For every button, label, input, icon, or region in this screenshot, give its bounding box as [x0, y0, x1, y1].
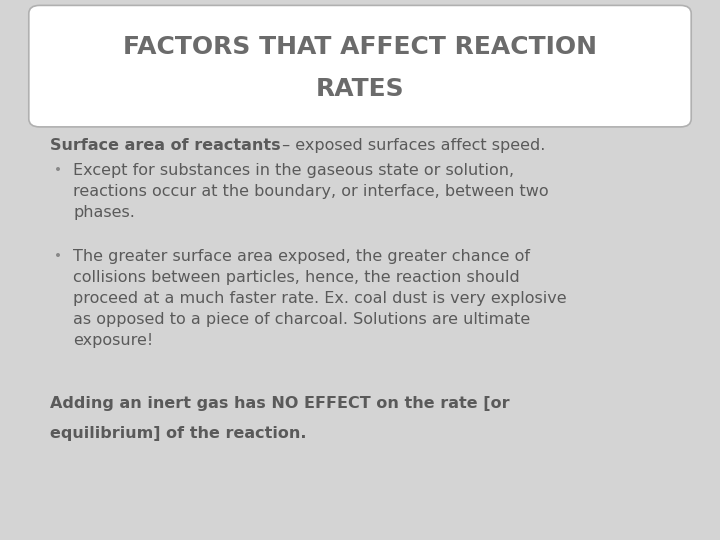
Text: •: • [54, 163, 62, 177]
Text: The greater surface area exposed, the greater chance of
collisions between parti: The greater surface area exposed, the gr… [73, 249, 567, 348]
Text: equilibrium] of the reaction.: equilibrium] of the reaction. [50, 426, 307, 441]
Text: RATES: RATES [315, 77, 405, 102]
Text: FACTORS THAT AFFECT REACTION: FACTORS THAT AFFECT REACTION [123, 35, 597, 59]
Text: •: • [54, 249, 62, 263]
Text: Adding an inert gas has NO EFFECT on the rate [or: Adding an inert gas has NO EFFECT on the… [50, 396, 510, 411]
Text: Surface area of reactants: Surface area of reactants [50, 138, 281, 153]
Text: – exposed surfaces affect speed.: – exposed surfaces affect speed. [277, 138, 546, 153]
FancyBboxPatch shape [29, 5, 691, 127]
Text: Except for substances in the gaseous state or solution,
reactions occur at the b: Except for substances in the gaseous sta… [73, 163, 549, 220]
